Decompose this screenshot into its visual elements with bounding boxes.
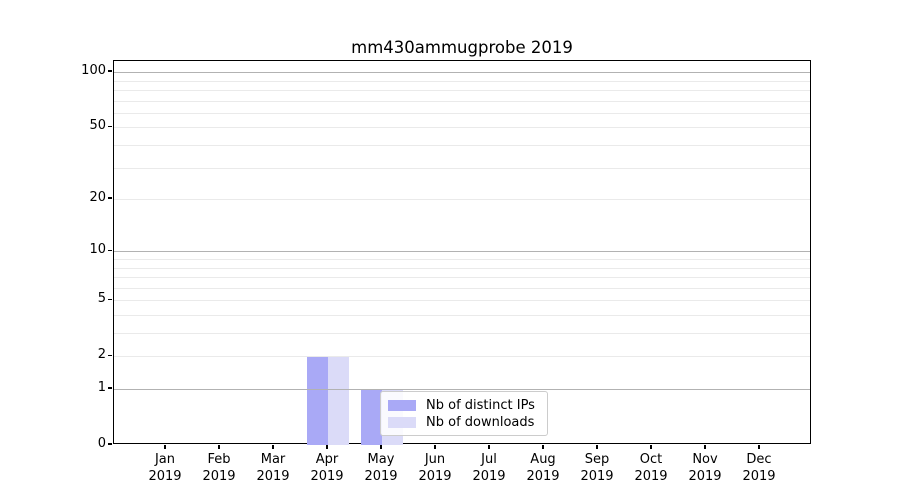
chart-title: mm430ammugprobe 2019 — [351, 38, 573, 57]
gridline-6 — [114, 287, 810, 289]
y-tick-mark-2 — [108, 354, 112, 356]
x-tick-mark-jun — [434, 445, 436, 449]
y-tick-mark-0 — [108, 443, 112, 445]
gridline-3 — [114, 333, 810, 334]
y-tick-label-5: 5 — [97, 291, 106, 307]
gridline-8 — [114, 267, 810, 269]
legend: Nb of distinct IPs Nb of downloads — [380, 391, 548, 436]
gridline-40 — [114, 145, 810, 146]
gridline-2 — [114, 356, 810, 358]
gridline-60 — [114, 112, 810, 114]
x-tick-label-jan: Jan 2019 — [148, 452, 182, 484]
y-tick-mark-20 — [108, 197, 112, 199]
legend-item-downloads: Nb of downloads — [388, 414, 540, 431]
x-tick-label-jun: Jun 2019 — [418, 452, 452, 484]
bar-apr-downloads — [328, 356, 349, 445]
gridline-5 — [114, 300, 810, 302]
x-tick-label-sep: Sep 2019 — [580, 452, 614, 484]
x-tick-mark-jan — [164, 445, 166, 449]
legend-swatch-distinct-ips — [388, 400, 416, 411]
gridline-10 — [114, 251, 810, 253]
x-tick-label-feb: Feb 2019 — [202, 452, 236, 484]
grid-layer — [114, 61, 810, 443]
x-tick-mark-aug — [542, 445, 544, 449]
y-tick-mark-5 — [108, 298, 112, 300]
x-tick-mark-dec — [758, 445, 760, 449]
x-tick-label-oct: Oct 2019 — [634, 452, 668, 484]
x-tick-label-dec: Dec 2019 — [742, 452, 776, 484]
legend-label: Nb of downloads — [426, 415, 535, 430]
y-tick-label-2: 2 — [97, 347, 106, 363]
x-tick-label-mar: Mar 2019 — [256, 452, 290, 484]
y-tick-label-10: 10 — [89, 242, 106, 258]
legend-swatch-downloads — [388, 417, 416, 428]
y-tick-label-100: 100 — [81, 63, 106, 79]
y-tick-mark-10 — [108, 249, 112, 251]
x-tick-mark-sep — [596, 445, 598, 449]
bar-may-distinct-ips — [361, 389, 382, 445]
x-tick-label-apr: Apr 2019 — [310, 452, 344, 484]
gridline-7 — [114, 277, 810, 279]
gridline-9 — [114, 258, 810, 260]
gridline-4 — [114, 314, 810, 316]
legend-label: Nb of distinct IPs — [426, 398, 535, 413]
y-tick-label-50: 50 — [89, 118, 106, 134]
x-tick-mark-mar — [272, 445, 274, 449]
legend-item-distinct-ips: Nb of distinct IPs — [388, 397, 540, 414]
gridline-80 — [114, 90, 810, 91]
y-tick-label-1: 1 — [97, 380, 106, 395]
x-tick-label-may: May 2019 — [364, 452, 398, 484]
gridline-50 — [114, 127, 810, 129]
gridline-30 — [114, 167, 810, 169]
bar-apr-distinct-ips — [307, 356, 328, 445]
y-tick-label-0: 0 — [97, 436, 106, 451]
gridline-20 — [114, 199, 810, 201]
gridline-1 — [114, 389, 810, 390]
plot-area — [113, 60, 811, 445]
y-tick-mark-50 — [108, 125, 112, 128]
x-tick-label-aug: Aug 2019 — [526, 452, 560, 484]
gridline-90 — [114, 80, 810, 82]
gridline-70 — [114, 100, 810, 102]
gridline-100 — [114, 72, 810, 74]
y-tick-mark-100 — [108, 70, 112, 72]
x-tick-label-nov: Nov 2019 — [688, 452, 722, 484]
x-tick-mark-jul — [488, 445, 490, 449]
y-tick-mark-1 — [108, 387, 112, 389]
x-tick-mark-feb — [218, 445, 220, 449]
x-tick-mark-apr — [326, 445, 328, 449]
x-tick-mark-oct — [650, 445, 652, 449]
x-tick-label-jul: Jul 2019 — [472, 452, 506, 484]
x-tick-mark-may — [380, 445, 382, 449]
x-tick-mark-nov — [704, 445, 706, 449]
y-tick-label-20: 20 — [89, 190, 106, 206]
